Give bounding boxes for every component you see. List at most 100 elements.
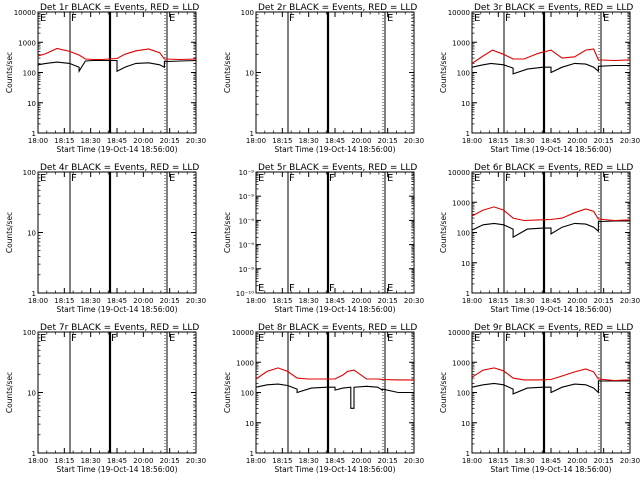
y-tick-label: 10 xyxy=(461,100,470,108)
series-line-lld xyxy=(471,48,631,64)
y-tick-label: 100 xyxy=(457,70,470,78)
x-tick-label: 20:30 xyxy=(620,457,640,465)
x-tick-label: 18:45 xyxy=(107,297,127,305)
y-tick-label: 1 xyxy=(32,130,36,138)
x-tick-label: 18:45 xyxy=(325,137,345,145)
panel-det-7: Det 7r BLACK = Events, RED = LLD 1 10 100 Co… xyxy=(5,323,206,474)
x-tick-label: 20:30 xyxy=(404,457,424,465)
x-tick-label: 18:00 xyxy=(462,457,482,465)
panel-title: Det 3r BLACK = Events, RED = LLD xyxy=(474,3,633,13)
panel-title: Det 6r BLACK = Events, RED = LLD xyxy=(474,163,633,173)
x-axis-label: Start Time (19-Oct-14 18:56:00) xyxy=(490,145,611,154)
plot-frame xyxy=(37,11,197,134)
x-tick-label: 20:30 xyxy=(404,137,424,145)
panel-det-3: Det 3r BLACK = Events, RED = LLD 1 10 100 10… xyxy=(439,3,640,154)
y-tick-label: 10 xyxy=(461,260,470,268)
x-tick-label: 18:30 xyxy=(81,457,101,465)
event-marker-f: F xyxy=(71,173,77,184)
panel-det-9: Det 9r BLACK = Events, RED = LLD 1 10 100 10… xyxy=(439,323,640,474)
event-marker-lower-f: F xyxy=(289,283,295,294)
x-axis-label: Start Time (19-Oct-14 18:56:00) xyxy=(56,465,177,474)
y-tick-label: 1 xyxy=(466,290,470,298)
event-marker-e: E xyxy=(169,173,175,184)
event-marker-lower-e: E xyxy=(387,283,393,294)
x-tick-label: 20:15 xyxy=(378,297,398,305)
y-tick-label: 100 xyxy=(23,169,36,177)
x-tick-label: 20:00 xyxy=(351,457,371,465)
y-tick-label: 1000 xyxy=(452,359,470,367)
x-axis-label: Start Time (19-Oct-14 18:56:00) xyxy=(490,305,611,314)
y-tick-label: 100 xyxy=(241,390,254,398)
x-tick-label: 18:45 xyxy=(541,457,561,465)
x-tick-label: 18:30 xyxy=(81,297,101,305)
event-marker-f: F xyxy=(505,13,511,24)
x-tick-label: 18:45 xyxy=(107,137,127,145)
event-marker-e: E xyxy=(387,173,393,184)
series-line-events xyxy=(255,383,414,409)
event-marker-e: E xyxy=(474,13,480,24)
event-marker-f: F xyxy=(505,333,511,344)
x-tick-label: 18:15 xyxy=(272,457,292,465)
x-axis-label: Start Time (19-Oct-14 18:56:00) xyxy=(56,305,177,314)
y-tick-label: 10⁻⁹ xyxy=(239,193,255,201)
event-marker-f: F xyxy=(71,333,77,344)
x-tick-label: 18:15 xyxy=(54,457,74,465)
y-axis-label: Counts/sec xyxy=(223,212,232,253)
x-tick-label: 20:15 xyxy=(160,137,180,145)
x-tick-label: 18:00 xyxy=(28,297,48,305)
event-marker-e: E xyxy=(603,333,609,344)
x-tick-label: 18:00 xyxy=(462,137,482,145)
x-tick-label: 20:00 xyxy=(133,297,153,305)
plot-frame xyxy=(255,11,415,134)
event-marker-e: E xyxy=(474,333,480,344)
event-marker-lower-e: E xyxy=(258,283,264,294)
x-tick-label: 20:15 xyxy=(594,457,614,465)
y-tick-label: 10⁻¹⁰ xyxy=(236,290,254,298)
series-line-events xyxy=(471,220,630,239)
y-tick-label: 1 xyxy=(466,450,470,458)
panel-title: Det 5r BLACK = Events, RED = LLD xyxy=(258,163,417,173)
panel-title: Det 8r BLACK = Events, RED = LLD xyxy=(258,323,417,333)
y-tick-label: 10⁻⁹ xyxy=(239,266,255,274)
y-tick-label: 10000 xyxy=(14,9,36,17)
y-tick-label: 10 xyxy=(27,230,36,238)
panel-det-5: Det 5r BLACK = Events, RED = LLD 10⁻¹⁰ 10⁻… xyxy=(223,163,424,314)
y-tick-label: 10⁻⁹ xyxy=(239,242,255,250)
y-tick-label: 10 xyxy=(27,390,36,398)
panel-det-1: Det 1r BLACK = Events, RED = LLD 1 10 100 10… xyxy=(5,3,206,154)
x-tick-label: 18:45 xyxy=(541,297,561,305)
y-axis-label: Counts/sec xyxy=(223,52,232,93)
y-tick-label: 100 xyxy=(23,70,36,78)
y-tick-label: 10000 xyxy=(232,329,254,337)
x-tick-label: 18:45 xyxy=(107,457,127,465)
y-tick-label: 10 xyxy=(245,420,254,428)
x-tick-label: 20:30 xyxy=(186,297,206,305)
x-tick-label: 20:15 xyxy=(160,457,180,465)
x-tick-label: 18:45 xyxy=(541,137,561,145)
event-marker-e: E xyxy=(40,173,46,184)
x-tick-label: 20:15 xyxy=(160,297,180,305)
x-tick-label: 20:00 xyxy=(567,297,587,305)
x-tick-label: 18:00 xyxy=(246,457,266,465)
series-line-events xyxy=(37,59,197,74)
y-tick-label: 1000 xyxy=(452,39,470,47)
y-tick-label: 1000 xyxy=(452,199,470,207)
x-tick-label: 18:15 xyxy=(272,297,292,305)
y-tick-label: 100 xyxy=(457,230,470,238)
x-tick-label: 18:15 xyxy=(488,297,508,305)
plot-frame xyxy=(37,331,197,454)
y-tick-label: 1 xyxy=(32,450,36,458)
panel-det-8: Det 8r BLACK = Events, RED = LLD 1 10 100 10… xyxy=(223,323,424,474)
event-marker-e: E xyxy=(169,13,175,24)
event-marker-e: E xyxy=(603,13,609,24)
x-tick-label: 20:30 xyxy=(186,457,206,465)
plot-frame xyxy=(255,331,415,454)
y-tick-label: 1 xyxy=(250,130,254,138)
panel-title: Det 4r BLACK = Events, RED = LLD xyxy=(40,163,199,173)
event-marker-e: E xyxy=(169,333,175,344)
x-tick-label: 20:30 xyxy=(186,137,206,145)
x-axis-label: Start Time (19-Oct-14 18:56:00) xyxy=(274,145,395,154)
panel-title: Det 2r BLACK = Events, RED = LLD xyxy=(258,3,417,13)
series-line-lld xyxy=(471,367,631,382)
